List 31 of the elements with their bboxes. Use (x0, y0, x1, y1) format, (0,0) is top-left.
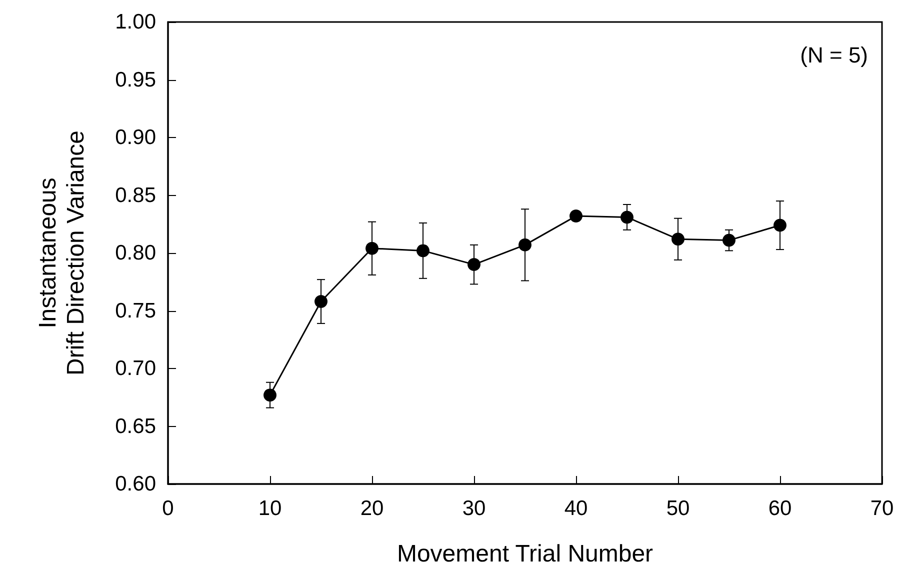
annotation: (N = 5) (800, 42, 868, 68)
point (314, 295, 328, 308)
point (518, 238, 532, 252)
point (774, 218, 786, 232)
x-tick-label: 30 (462, 497, 486, 520)
y-tick-label: 0.95 (115, 68, 156, 92)
y-tick-label: 0.70 (115, 357, 156, 380)
y-tick-label: 0.80 (115, 242, 156, 264)
point (570, 210, 582, 223)
x-tick-label: 60 (768, 497, 792, 520)
y-tick-label: 0.85 (115, 184, 156, 207)
x-tick-label: 10 (258, 497, 282, 520)
x-tick-label: 20 (360, 497, 384, 520)
point (468, 258, 480, 272)
x-tick-label: 40 (564, 497, 588, 520)
y-tick-label: 0.75 (115, 299, 156, 322)
x-tick-label: 70 (870, 497, 894, 520)
x-tick-label: 50 (666, 497, 690, 520)
point (264, 388, 276, 402)
y-tick-label: 0.65 (115, 414, 156, 438)
y-tick-label: 1.00 (115, 10, 156, 34)
y-axis-title: Instantaneous Drift Direction Variance (34, 130, 90, 376)
point (722, 234, 736, 247)
point (620, 210, 634, 224)
point (416, 244, 430, 258)
x-tick-label: 0 (162, 497, 174, 520)
point (672, 232, 684, 246)
point (366, 242, 378, 255)
y-tick-label: 0.90 (115, 126, 156, 149)
y-tick-label: 0.60 (115, 472, 156, 496)
x-axis-title: Movement Trial Number (396, 540, 654, 568)
